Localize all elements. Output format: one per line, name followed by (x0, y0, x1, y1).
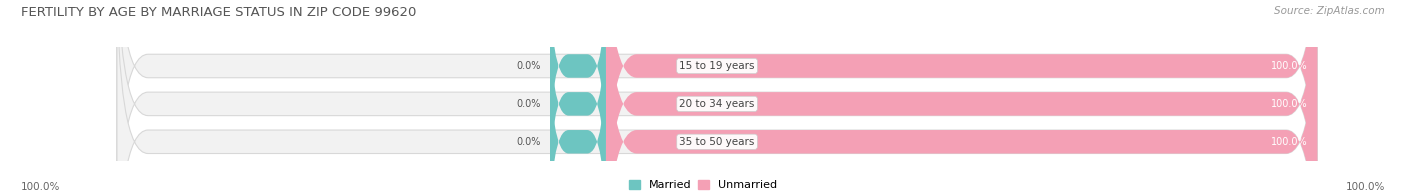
FancyBboxPatch shape (117, 0, 1317, 196)
FancyBboxPatch shape (606, 0, 1317, 196)
Text: 0.0%: 0.0% (516, 61, 541, 71)
Text: 0.0%: 0.0% (516, 99, 541, 109)
FancyBboxPatch shape (550, 0, 606, 168)
Text: 100.0%: 100.0% (1271, 137, 1308, 147)
FancyBboxPatch shape (117, 0, 1317, 196)
FancyBboxPatch shape (606, 0, 1317, 196)
Legend: Married, Unmarried: Married, Unmarried (628, 180, 778, 191)
Text: FERTILITY BY AGE BY MARRIAGE STATUS IN ZIP CODE 99620: FERTILITY BY AGE BY MARRIAGE STATUS IN Z… (21, 6, 416, 19)
Text: 100.0%: 100.0% (1271, 61, 1308, 71)
Text: 100.0%: 100.0% (21, 182, 60, 192)
FancyBboxPatch shape (550, 40, 606, 196)
Text: 100.0%: 100.0% (1346, 182, 1385, 192)
Text: 100.0%: 100.0% (1271, 99, 1308, 109)
FancyBboxPatch shape (117, 0, 1317, 196)
Text: 35 to 50 years: 35 to 50 years (679, 137, 755, 147)
Text: 20 to 34 years: 20 to 34 years (679, 99, 755, 109)
Text: 0.0%: 0.0% (516, 137, 541, 147)
Text: 15 to 19 years: 15 to 19 years (679, 61, 755, 71)
Text: Source: ZipAtlas.com: Source: ZipAtlas.com (1274, 6, 1385, 16)
FancyBboxPatch shape (550, 2, 606, 196)
FancyBboxPatch shape (606, 0, 1317, 196)
